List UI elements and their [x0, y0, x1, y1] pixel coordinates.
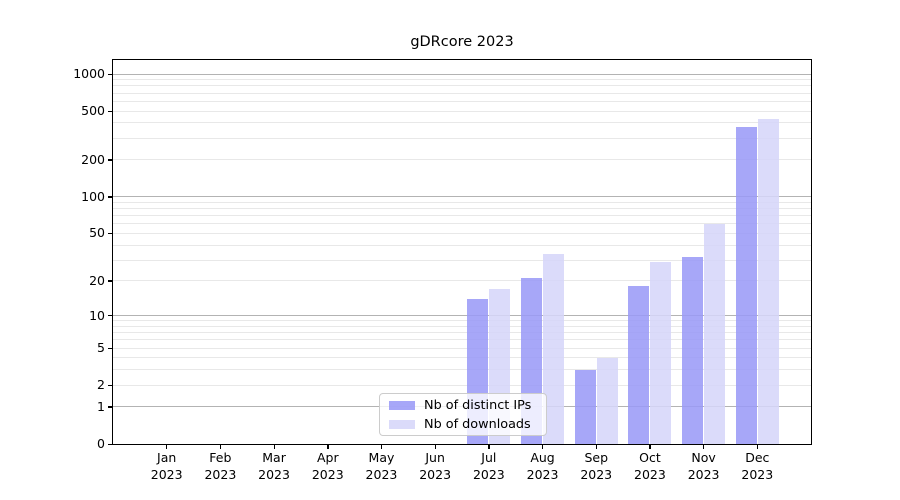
x-tick-mark-may [380, 444, 383, 449]
y-tick-label-1000: 1000 [73, 66, 105, 81]
gridline-400 [113, 122, 811, 124]
y-tick-label-50: 50 [89, 225, 105, 241]
legend-label-downloads: Nb of downloads [424, 416, 531, 432]
bar-downloads-aug [543, 253, 565, 444]
x-tick-label-apr: Apr 2023 [311, 450, 344, 482]
gridline-2 [113, 384, 811, 386]
plot-area [113, 60, 811, 444]
y-tick-label-5: 5 [97, 340, 105, 356]
x-tick-mark-jul [488, 444, 490, 449]
x-tick-mark-jun [434, 444, 436, 449]
gridline-90 [113, 201, 811, 203]
x-tick-label-oct: Oct 2023 [634, 450, 666, 482]
gridlines-layer [113, 60, 811, 444]
gridline-600 [113, 100, 811, 102]
bar-downloads-nov [704, 223, 726, 444]
gridline-6 [113, 339, 811, 341]
gridline-9 [113, 320, 811, 322]
gridline-50 [113, 232, 811, 234]
y-tick-label-500: 500 [81, 103, 105, 119]
bar-distinct-ips-sep [574, 369, 596, 444]
gridline-80 [113, 208, 811, 210]
y-tick-mark-5 [108, 347, 113, 349]
legend-swatch-downloads [389, 419, 415, 429]
gridline-200 [113, 159, 811, 161]
gridline-30 [113, 259, 811, 261]
x-tick-mark-aug [542, 444, 544, 449]
x-tick-label-sep: Sep 2023 [580, 450, 613, 482]
x-tick-label-feb: Feb 2023 [204, 450, 237, 482]
y-tick-label-100: 100 [81, 188, 105, 204]
gridline-5 [113, 347, 811, 349]
gridline-700 [113, 92, 811, 94]
legend-item-downloads: Nb of downloads [389, 417, 537, 432]
legend: Nb of distinct IPs Nb of downloads [379, 393, 547, 436]
y-tick-label-200: 200 [81, 151, 105, 167]
gridline-8 [113, 325, 811, 327]
bar-downloads-sep [596, 357, 618, 444]
x-tick-label-aug: Aug 2023 [526, 450, 559, 482]
y-tick-label-0: 0 [97, 436, 105, 451]
gridline-3 [113, 369, 811, 371]
gridline-70 [113, 215, 811, 217]
gridline-800 [113, 85, 811, 87]
gridline-100 [113, 196, 811, 198]
gridline-20 [113, 280, 811, 282]
x-tick-label-jun: Jun 2023 [419, 450, 452, 482]
gridline-10 [113, 315, 811, 317]
x-tick-label-jul: Jul 2023 [472, 450, 505, 482]
y-tick-mark-1 [108, 406, 113, 408]
gridline-4 [113, 357, 811, 359]
x-tick-label-nov: Nov 2023 [687, 450, 720, 482]
bar-distinct-ips-dec [735, 127, 757, 444]
bar-downloads-oct [650, 261, 672, 444]
y-tick-mark-20 [108, 280, 113, 282]
y-tick-mark-100 [108, 196, 113, 198]
gridline-900 [113, 79, 811, 81]
y-tick-mark-50 [108, 232, 113, 235]
x-tick-label-may: May 2023 [365, 450, 398, 482]
gridline-500 [113, 110, 811, 112]
gridline-60 [113, 223, 811, 225]
y-tick-mark-0 [108, 443, 113, 445]
bars-layer [113, 60, 811, 444]
y-tick-mark-200 [108, 159, 113, 161]
gridline-1000 [113, 73, 811, 75]
bar-downloads-dec [757, 119, 779, 444]
legend-swatch-distinct-ips [389, 400, 415, 410]
y-tick-mark-1000 [108, 73, 113, 75]
x-tick-mark-jan [166, 444, 168, 449]
x-tick-label-jan: Jan 2023 [150, 450, 183, 482]
x-tick-mark-dec [756, 444, 759, 449]
x-tick-label-dec: Dec 2023 [741, 450, 774, 482]
y-tick-label-20: 20 [89, 272, 105, 288]
y-tick-mark-2 [108, 384, 113, 386]
bar-distinct-ips-nov [682, 256, 704, 444]
gridline-7 [113, 332, 811, 334]
x-tick-mark-feb [219, 444, 222, 449]
chart-title: gDRcore 2023 [410, 34, 514, 50]
x-tick-mark-apr [327, 444, 329, 449]
y-tick-label-1: 1 [97, 398, 105, 414]
x-tick-mark-nov [703, 444, 705, 449]
gridline-40 [113, 244, 811, 246]
y-tick-mark-500 [108, 110, 113, 112]
x-tick-mark-sep [595, 444, 598, 449]
bar-distinct-ips-oct [628, 286, 650, 444]
gridline-300 [113, 137, 811, 139]
x-tick-mark-mar [273, 444, 275, 449]
x-tick-mark-oct [649, 444, 651, 449]
y-tick-label-10: 10 [89, 307, 105, 323]
legend-item-distinct-ips: Nb of distinct IPs [389, 398, 537, 413]
y-tick-label-2: 2 [97, 377, 105, 393]
legend-label-distinct-ips: Nb of distinct IPs [424, 397, 532, 413]
y-tick-mark-10 [108, 315, 113, 317]
x-tick-label-mar: Mar 2023 [258, 450, 290, 482]
